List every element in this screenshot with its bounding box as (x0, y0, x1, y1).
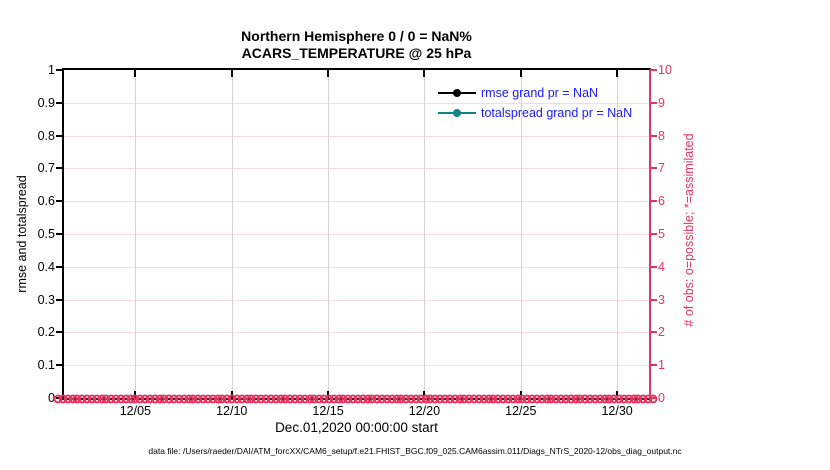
right-axis-tick-label: 10 (658, 63, 672, 77)
left-axis-tick (56, 364, 62, 367)
h-gridline (64, 332, 649, 334)
chart-title: Northern Hemisphere 0 / 0 = NaN% ACARS_T… (62, 28, 651, 62)
top-axis-tick (616, 70, 619, 77)
h-gridline (64, 234, 649, 235)
left-axis-tick (56, 298, 62, 301)
left-axis-tick (56, 167, 62, 170)
right-axis-tick (651, 200, 657, 203)
right-axis-tick (651, 364, 657, 367)
v-gridline (424, 70, 426, 398)
right-axis-tick-label: 9 (658, 95, 665, 110)
x-tick-label: 12/20 (408, 404, 441, 418)
left-axis-tick (56, 233, 62, 235)
left-axis-tick (56, 134, 62, 137)
h-gridline (64, 299, 649, 301)
left-axis-tick-label: 0.3 (37, 292, 55, 307)
legend-label: totalspread grand pr = NaN (481, 106, 633, 120)
top-axis-tick (423, 70, 426, 77)
right-axis-tick (651, 331, 657, 334)
left-axis-tick (56, 331, 62, 334)
x-tick-label: 12/25 (505, 404, 537, 418)
left-axis-tick-label: 0.5 (37, 227, 55, 241)
top-axis-tick (230, 70, 233, 77)
legend-marker-dot (453, 109, 461, 117)
left-axis-tick-label: 0.2 (37, 325, 55, 340)
x-tick-label: 12/10 (216, 404, 248, 418)
legend-label: rmse grand pr = NaN (481, 86, 599, 100)
v-gridline (617, 70, 619, 398)
left-axis-tick-label: 0.9 (37, 95, 55, 110)
top-axis-tick (134, 70, 137, 77)
h-gridline (64, 201, 649, 203)
left-axis-tick (56, 265, 62, 268)
x-tick-label: 12/30 (601, 404, 633, 418)
h-gridline (64, 102, 649, 104)
right-axis-tick-label: 6 (658, 194, 665, 209)
left-axis-tick-label: 0 (48, 391, 55, 405)
right-axis-tick-label: 1 (658, 358, 665, 373)
legend-line-sample (438, 109, 476, 117)
right-axis-tick-label: 0 (658, 391, 665, 405)
left-axis-tick-label: 0.4 (37, 259, 55, 274)
legend-marker-dot (453, 89, 461, 97)
right-axis-tick-label: 4 (658, 259, 665, 274)
top-axis-tick (519, 70, 522, 77)
legend-line-sample (438, 89, 476, 97)
h-gridline (64, 266, 649, 268)
top-axis-tick (327, 70, 330, 77)
left-axis-tick (56, 101, 62, 104)
v-gridline (328, 70, 330, 398)
legend-item: rmse grand pr = NaN (438, 83, 632, 103)
right-axis-tick (651, 167, 657, 170)
right-axis-tick-label: 3 (658, 292, 665, 307)
v-gridline (231, 70, 233, 398)
left-axis-tick-label: 0.7 (37, 161, 55, 176)
left-axis-tick (56, 69, 62, 71)
right-axis-tick (651, 101, 657, 104)
right-axis-tick-label: 2 (658, 325, 665, 340)
right-axis-label: # of obs: o=possible; *=assimilated (682, 133, 696, 327)
data-file-caption: data file: /Users/raeder/DAI/ATM_forcXX/… (148, 446, 682, 456)
left-axis-label: rmse and totalspread (15, 175, 29, 293)
right-axis-tick (651, 265, 657, 268)
right-axis-tick-label: 8 (658, 128, 665, 143)
h-gridline (64, 365, 649, 367)
right-axis-tick (651, 233, 657, 235)
right-axis-tick (651, 69, 657, 71)
obs-marker-zero (648, 394, 658, 404)
x-tick-label: 12/05 (119, 404, 151, 418)
chart-title-line1: Northern Hemisphere 0 / 0 = NaN% (241, 28, 472, 44)
v-gridline (135, 70, 137, 398)
left-axis-tick-label: 0.1 (37, 358, 55, 373)
chart-title-line2: ACARS_TEMPERATURE @ 25 hPa (241, 45, 472, 61)
right-axis-tick-label: 7 (658, 161, 665, 176)
legend-item: totalspread grand pr = NaN (438, 103, 632, 123)
right-axis-tick-label: 5 (658, 227, 665, 241)
x-axis-label: Dec.01,2020 00:00:00 start (275, 420, 438, 435)
x-tick-label: 12/15 (312, 404, 344, 418)
h-gridline (64, 168, 649, 170)
right-axis-tick (651, 298, 657, 301)
legend: rmse grand pr = NaN totalspread grand pr … (438, 83, 632, 123)
left-axis-tick-label: 0.8 (37, 128, 55, 143)
left-axis-tick (56, 200, 62, 203)
left-axis-tick-label: 1 (48, 63, 55, 77)
left-axis-tick-label: 0.6 (37, 194, 55, 209)
h-gridline (64, 135, 649, 137)
plot-area: 0 0.1 0.2 0.3 0.4 0.5 0.6 0.7 0.8 0.9 1 0 1 2 3 4 5 6 7 8 9 1… (38, 63, 672, 418)
right-axis-tick (651, 134, 657, 137)
v-gridline (520, 70, 522, 398)
